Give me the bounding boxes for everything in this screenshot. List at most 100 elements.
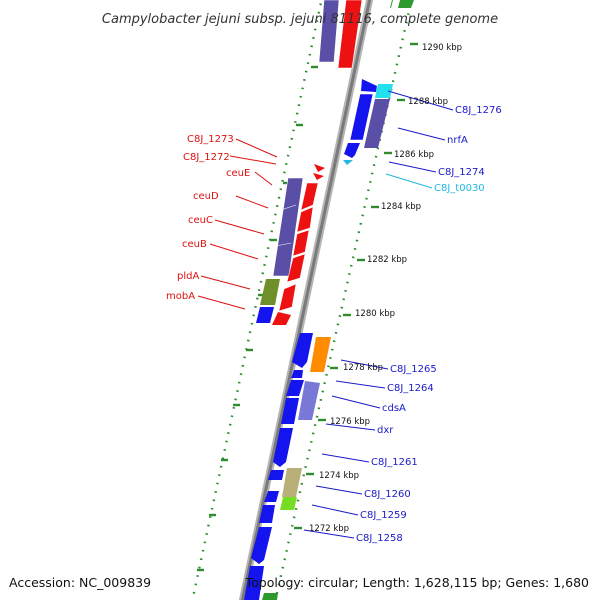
gene-label-right: C8J_1259 — [360, 510, 407, 521]
leader-line — [303, 529, 355, 539]
leader-line — [340, 359, 389, 370]
gene-block — [281, 398, 299, 424]
cluster-lower — [244, 333, 331, 600]
gene-label-right: C8J_1265 — [390, 364, 437, 375]
leader-line — [387, 90, 454, 111]
gene-label-right: cdsA — [382, 403, 406, 414]
kbp-label: 1278 kbp — [343, 363, 383, 373]
kbp-label: 1282 kbp — [367, 255, 407, 265]
ruler-inner — [274, 0, 413, 600]
gene-label-left: mobA — [166, 291, 195, 302]
ruler-right — [274, 0, 413, 600]
kbp-label: 1288 kbp — [408, 97, 448, 107]
gene-arrow — [286, 380, 304, 396]
gene-arrow — [278, 283, 297, 312]
gene-arrow — [292, 333, 313, 368]
leader-line — [311, 504, 359, 516]
kbp-label: 1286 kbp — [394, 150, 434, 160]
gene-label-right: dxr — [377, 425, 394, 436]
gene-block — [256, 307, 274, 323]
leader-line — [209, 243, 259, 260]
gene-arrow — [264, 491, 279, 502]
leader-line — [235, 138, 278, 158]
gene-arrow — [291, 370, 303, 378]
gene-divider — [275, 242, 292, 247]
leader-line — [197, 295, 246, 310]
gene-arrow — [313, 173, 324, 180]
gene-label-left: pldA — [177, 271, 199, 282]
gene-block — [349, 93, 374, 141]
gene-label-left: C8J_1273 — [187, 134, 234, 145]
leader-line — [321, 453, 370, 463]
gene-arrow — [251, 527, 272, 564]
gene-label-left: ceuE — [226, 168, 250, 179]
map-title: Campylobacter jejuni subsp. jejuni 81116… — [102, 12, 498, 27]
gene-arrow — [268, 470, 284, 480]
gene-block — [337, 0, 363, 69]
gene-label-right: nrfA — [447, 135, 468, 146]
gene-block — [262, 593, 278, 600]
leader-line — [335, 380, 386, 389]
gene-label-right: C8J_1276 — [455, 105, 502, 116]
gene-label-left: ceuD — [193, 191, 219, 202]
backbone-core — [240, 0, 372, 600]
kbp-labels: 1290 kbp 1288 kbp 1286 kbp 1284 kbp 1282… — [309, 43, 462, 534]
gene-arrow — [272, 312, 291, 325]
gene-label-right: C8J_1264 — [387, 383, 434, 394]
kbp-label: 1272 kbp — [309, 524, 349, 534]
kbp-label: 1274 kbp — [319, 471, 359, 481]
gene-labels-right: C8J_1276 nrfA C8J_1274 C8J_t0030 C8J_126… — [356, 105, 502, 544]
gene-block — [318, 0, 340, 63]
leader-line — [235, 195, 269, 209]
leader-line-trna — [385, 173, 433, 189]
leader-line — [200, 275, 251, 290]
trna-arrow — [343, 160, 353, 165]
gene-label-right: C8J_1274 — [438, 167, 485, 178]
leader-line — [254, 171, 273, 186]
gene-block — [375, 84, 393, 98]
gene-block — [280, 497, 297, 510]
gene-arrow — [292, 229, 310, 257]
backbone — [238, 0, 374, 600]
gene-block — [259, 505, 275, 523]
cluster-ceu — [256, 164, 325, 325]
leader-line — [229, 155, 277, 165]
gene-label-right: C8J_1261 — [371, 457, 418, 468]
leaders-right — [303, 90, 454, 539]
kbp-label: 1290 kbp — [422, 43, 462, 53]
leader-line — [397, 127, 446, 141]
accession-text: Accession: NC_009839 — [9, 575, 151, 590]
kbp-label: 1276 kbp — [330, 417, 370, 427]
gene-block — [244, 566, 264, 600]
kbp-label: 1280 kbp — [355, 309, 395, 319]
cluster-nrfA — [343, 79, 393, 165]
leader-line — [388, 161, 437, 173]
top-features — [318, 0, 414, 69]
leaders-left — [197, 138, 278, 310]
gene-arrow — [273, 428, 293, 467]
gene-labels-left: C8J_1273 C8J_1272 ceuE ceuD ceuC ceuB pl… — [166, 134, 250, 302]
gene-arrow — [314, 164, 325, 172]
gene-arrow — [286, 253, 306, 283]
gene-divider — [280, 204, 297, 211]
gene-label-trna: C8J_t0030 — [434, 183, 485, 194]
gene-block — [391, 0, 400, 8]
leader-line — [214, 219, 265, 235]
gene-block — [298, 381, 320, 420]
gene-label-left: ceuC — [188, 215, 213, 226]
gene-label-left: ceuB — [182, 239, 207, 250]
gene-block — [260, 279, 280, 305]
gene-arrow — [300, 182, 319, 211]
gene-arrow — [361, 79, 377, 92]
gene-block — [282, 468, 302, 497]
leader-line — [331, 395, 381, 409]
gene-block — [364, 99, 390, 148]
gene-arrow — [344, 143, 360, 158]
gene-arrow — [296, 206, 314, 233]
kbp-label: 1284 kbp — [381, 202, 421, 212]
leader-line — [325, 423, 376, 431]
summary-text: Topology: circular; Length: 1,628,115 bp… — [245, 575, 589, 590]
ruler-major-ticks — [197, 42, 418, 572]
